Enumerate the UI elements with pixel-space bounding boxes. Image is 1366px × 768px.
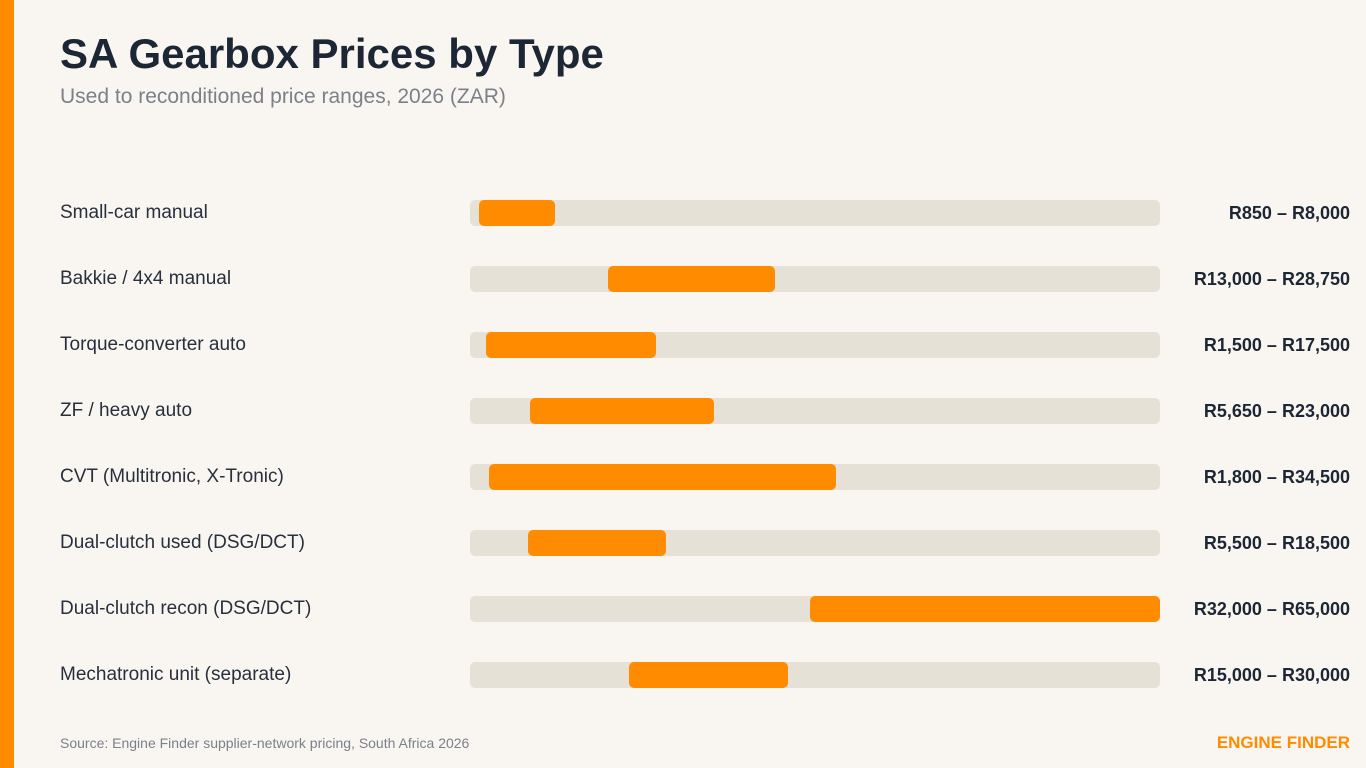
range-value-label: R32,000 – R65,000 [1193, 599, 1350, 619]
chart-row: Dual-clutch recon (DSG/DCT) R32,000 – R65… [0, 596, 1366, 622]
row-label: Bakkie / 4x4 manual [60, 268, 232, 289]
range-track [470, 464, 1160, 490]
range-track [470, 332, 1160, 358]
page-title: SA Gearbox Prices by Type [60, 30, 604, 77]
row-label: Dual-clutch used (DSG/DCT) [60, 532, 305, 553]
row-label: Small-car manual [60, 202, 208, 223]
row-label: Mechatronic unit (separate) [60, 664, 292, 685]
range-bar [485, 332, 656, 358]
chart-row: Mechatronic unit (separate) R15,000 – R30… [0, 662, 1366, 688]
range-value-label: R15,000 – R30,000 [1193, 665, 1350, 685]
range-value-label: R1,800 – R34,500 [1203, 467, 1350, 487]
row-label: ZF / heavy auto [60, 400, 193, 421]
row-label: Dual-clutch recon (DSG/DCT) [60, 598, 312, 619]
chart-row: Bakkie / 4x4 manual R13,000 – R28,750 [0, 266, 1366, 292]
range-track [470, 530, 1160, 556]
range-bar [479, 200, 555, 226]
range-track [470, 266, 1160, 292]
range-track [470, 596, 1160, 622]
range-value-label: R13,000 – R28,750 [1193, 269, 1350, 289]
range-value-label: R5,650 – R23,000 [1203, 401, 1350, 421]
range-value-label: R1,500 – R17,500 [1203, 335, 1350, 355]
source-note: Source: Engine Finder supplier-network p… [60, 735, 470, 751]
range-bar [629, 662, 789, 688]
range-bar [809, 596, 1160, 622]
range-bar [608, 266, 776, 292]
range-bar [489, 464, 837, 490]
range-track [470, 398, 1160, 424]
chart-row: ZF / heavy auto R5,650 – R23,000 [0, 398, 1366, 424]
row-label: Torque-converter auto [60, 334, 246, 355]
brand-logo: ENGINE FINDER [1216, 733, 1350, 752]
range-value-label: R5,500 – R18,500 [1203, 533, 1350, 553]
range-track [470, 200, 1160, 226]
chart-row: Dual-clutch used (DSG/DCT) R5,500 – R18,5… [0, 530, 1366, 556]
chart-row: Small-car manual R850 – R8,000 [0, 200, 1366, 226]
row-label: CVT (Multitronic, X-Tronic) [60, 466, 284, 487]
chart-row: CVT (Multitronic, X-Tronic) R1,800 – R34,… [0, 464, 1366, 490]
page-subtitle: Used to reconditioned price ranges, 2026… [60, 85, 506, 108]
range-bar [529, 398, 715, 424]
range-value-label: R850 – R8,000 [1228, 203, 1350, 223]
range-bar [528, 530, 667, 556]
accent-strip [0, 0, 14, 768]
range-track [470, 662, 1160, 688]
chart-row: Torque-converter auto R1,500 – R17,500 [0, 332, 1366, 358]
